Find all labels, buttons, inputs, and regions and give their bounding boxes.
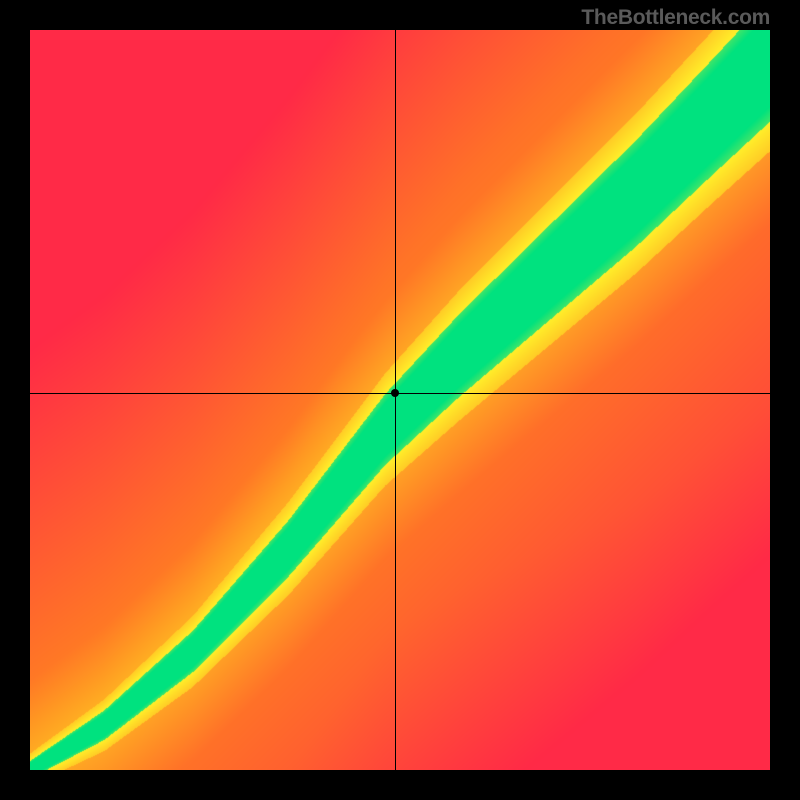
heatmap-canvas xyxy=(30,30,770,770)
crosshair-vertical xyxy=(395,30,396,770)
crosshair-dot xyxy=(391,389,399,397)
crosshair-horizontal xyxy=(30,393,770,394)
heatmap-plot xyxy=(30,30,770,770)
watermark-text: TheBottleneck.com xyxy=(581,6,770,30)
